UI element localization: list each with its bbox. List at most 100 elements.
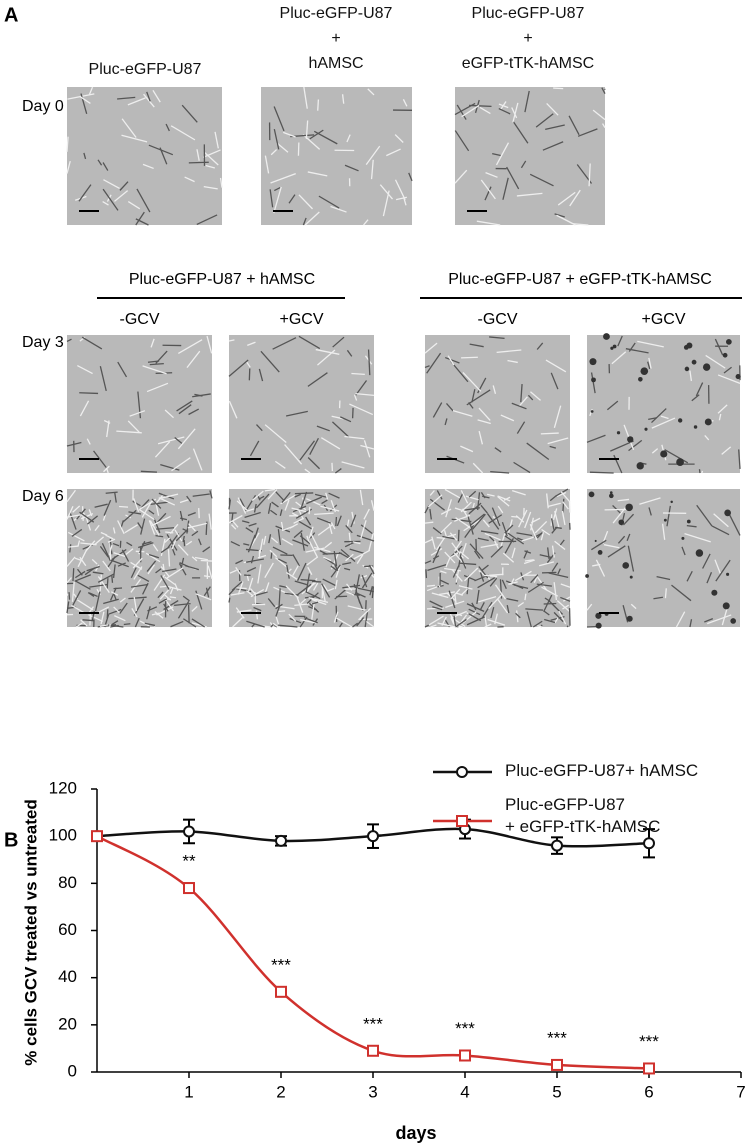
cell: [292, 505, 307, 513]
cell: [177, 544, 189, 556]
cell: [483, 573, 504, 577]
cell: [187, 522, 207, 529]
cell: [472, 462, 484, 474]
x-tick-label: 5: [552, 1082, 561, 1101]
marker: [91, 830, 103, 843]
cell: [93, 450, 108, 469]
cell: [502, 552, 515, 563]
cell: [545, 124, 565, 131]
cell: [102, 514, 106, 521]
cell: [427, 494, 443, 508]
cell: [293, 529, 303, 539]
cell: [284, 499, 290, 511]
cell: [246, 566, 257, 573]
cell: [691, 394, 700, 402]
cell: [139, 540, 146, 554]
cell: [111, 620, 119, 626]
dead-cell: [585, 574, 589, 578]
cell: [480, 530, 499, 535]
cell: [627, 545, 635, 572]
cell: [457, 529, 460, 542]
cell: [454, 130, 470, 152]
dead-cell: [612, 344, 617, 349]
cell: [99, 574, 102, 592]
cell: [336, 515, 342, 527]
cell: [370, 565, 375, 571]
cell: [108, 544, 113, 556]
cell: [119, 597, 126, 603]
dead-cell: [702, 363, 711, 371]
cell: [160, 463, 180, 471]
cell: [80, 512, 94, 520]
cell: [660, 415, 669, 420]
cell: [344, 164, 359, 172]
cell: [506, 597, 519, 602]
cell: [637, 340, 664, 348]
cell: [331, 421, 350, 438]
cell: [105, 491, 118, 494]
cell: [450, 552, 459, 559]
cell: [705, 354, 726, 369]
dead-cell: [726, 339, 732, 345]
cell: [494, 584, 506, 600]
cell: [274, 490, 286, 503]
cell: [451, 518, 472, 523]
cell: [161, 493, 179, 499]
cell: [511, 515, 519, 518]
cell: [354, 574, 361, 595]
cell: [306, 498, 321, 506]
cell: [728, 513, 741, 536]
micrograph: [424, 488, 571, 628]
cell: [468, 608, 481, 616]
cell: [300, 618, 317, 624]
cell: [72, 505, 81, 513]
cell: [137, 522, 143, 529]
cell: [476, 589, 480, 605]
cell: [188, 161, 209, 164]
row-label: Day 6: [22, 488, 64, 505]
cell: [129, 410, 146, 417]
cell: [568, 500, 571, 513]
micrograph: [454, 87, 606, 226]
cell: [164, 576, 176, 586]
cell: [681, 546, 686, 556]
cell: [516, 421, 526, 434]
cell: [506, 166, 520, 190]
row-label: Day 0: [22, 98, 64, 115]
cell: [625, 348, 649, 354]
cell: [530, 517, 534, 531]
cell: [125, 514, 132, 519]
cell: [71, 528, 83, 537]
cell: [195, 593, 212, 601]
cell: [271, 501, 279, 508]
cell: [133, 566, 143, 580]
cell: [535, 113, 554, 128]
cell: [253, 591, 268, 597]
cell: [550, 518, 555, 530]
cell: [554, 526, 562, 529]
cell: [443, 530, 448, 538]
cell: [317, 349, 336, 366]
cell: [577, 128, 598, 137]
cell: [235, 607, 245, 619]
cell: [553, 87, 564, 90]
condition-label: -GCV: [478, 311, 518, 328]
marker: [643, 1062, 655, 1075]
cell: [606, 400, 619, 411]
cell: [454, 507, 467, 513]
cell: [506, 605, 510, 614]
dead-cell: [735, 374, 741, 380]
cell: [601, 123, 606, 129]
cell: [277, 624, 298, 628]
cell: [74, 580, 91, 590]
cell: [109, 624, 119, 628]
cell: [249, 588, 256, 595]
cell: [461, 104, 480, 118]
cell: [589, 471, 614, 474]
dead-cell: [595, 622, 602, 629]
cell: [484, 623, 492, 628]
cell: [648, 357, 652, 369]
cell: [454, 102, 476, 116]
cell: [451, 568, 463, 582]
cell: [696, 504, 713, 527]
